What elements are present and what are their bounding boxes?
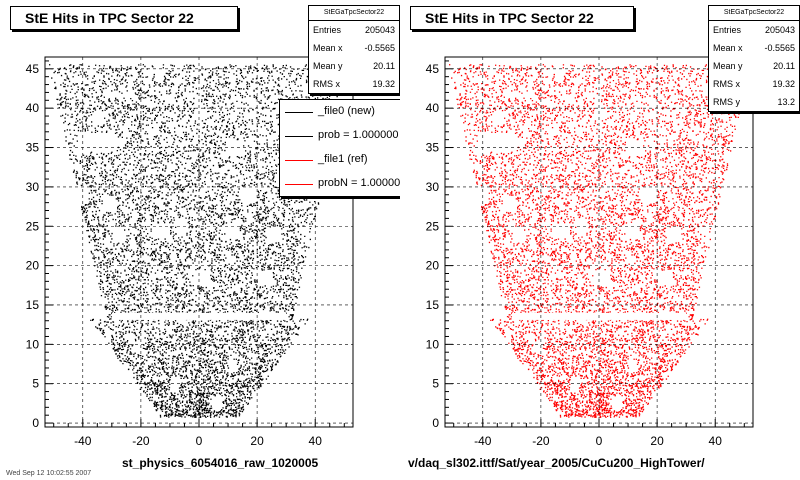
x-tick-label: 0 (196, 434, 203, 448)
y-tick-label: 45 (26, 62, 40, 76)
y-tick-label: 15 (26, 298, 40, 312)
y-tick-label: 25 (26, 219, 40, 233)
legend-label: _file1 (ref) (318, 153, 368, 165)
stats-value: 13.2 (777, 97, 795, 107)
stats-value: 205043 (364, 25, 395, 35)
x-tick-label: 40 (709, 434, 723, 448)
right-stats-name: StEGaTpcSector22 (709, 6, 799, 21)
right-stats-row: Entries 205043 (709, 21, 799, 39)
stats-value: -0.5565 (764, 43, 795, 53)
right-plot-title-text: StE Hits in TPC Sector 22 (425, 10, 594, 26)
timestamp-footer: Wed Sep 12 10:02:55 2007 (6, 470, 92, 477)
legend-entry: _file0 (new) (280, 100, 400, 124)
y-tick-label: 35 (426, 141, 440, 155)
x-tick-label: 0 (596, 434, 603, 448)
stats-label: Mean x (313, 43, 343, 53)
right-stats-row: Mean y 20.11 (709, 57, 799, 75)
left-plot-title-text: StE Hits in TPC Sector 22 (25, 10, 194, 26)
y-tick-label: 10 (426, 337, 440, 351)
y-tick-label: 35 (26, 141, 40, 155)
right-plot-title: StE Hits in TPC Sector 22 (410, 6, 634, 30)
y-tick-label: 5 (32, 377, 39, 391)
stats-value: 19.32 (772, 79, 795, 89)
stats-label: RMS y (713, 97, 740, 107)
x-tick-label: 20 (250, 434, 264, 448)
right-scatter-plot: -40 -20 0 20 40 0 5 10 15 20 25 30 35 40 45 (426, 56, 754, 448)
left-stats-row: Mean y 20.11 (309, 57, 399, 75)
x-tick-label: -20 (132, 434, 150, 448)
y-tick-label: 30 (426, 180, 440, 194)
left-plot-pad: -40 -20 0 20 40 0 5 10 15 20 25 30 35 40 45 StE Hits i… (10, 5, 400, 470)
x-tick-label: 20 (650, 434, 664, 448)
left-x-axis-name: st_physics_6054016_raw_1020005 (122, 456, 319, 470)
stats-label: Mean x (713, 43, 743, 53)
y-tick-label: 40 (426, 101, 440, 115)
stats-label: Entries (313, 25, 342, 35)
hit-points (449, 64, 750, 418)
legend-swatch (285, 112, 313, 113)
right-stats-box: StEGaTpcSector22 Entries 205043 Mean x -… (708, 5, 800, 112)
y-tick-label: 10 (26, 337, 40, 351)
legend-swatch (285, 136, 313, 137)
y-tick-label: 30 (26, 180, 40, 194)
legend-swatch (285, 160, 313, 161)
right-plot-pad: -40 -20 0 20 40 0 5 10 15 20 25 30 35 40 45 StE Hits i… (400, 0, 800, 480)
stats-label: RMS x (713, 79, 740, 89)
left-stats-row: Mean x -0.5565 (309, 39, 399, 57)
y-tick-label: 40 (26, 101, 40, 115)
x-tick-label: -40 (474, 434, 492, 448)
left-plot-title: StE Hits in TPC Sector 22 (10, 6, 238, 30)
legend-label: prob = 1.000000 (318, 129, 399, 141)
y-tick-label: 20 (426, 259, 440, 273)
x-tick-label: 40 (309, 434, 323, 448)
x-tick-label: -20 (532, 434, 550, 448)
legend-entry: _file1 (ref) (280, 148, 400, 172)
legend-swatch (285, 184, 313, 185)
legend-label: probN = 1.000000 (318, 177, 400, 189)
hit-points (49, 64, 350, 418)
left-stats-row: Entries 205043 (309, 21, 399, 39)
y-tick-label: 0 (32, 416, 39, 430)
stats-value: -0.5565 (364, 43, 395, 53)
x-tick-label: -40 (74, 434, 92, 448)
stats-label: Entries (713, 25, 742, 35)
y-tick-label: 15 (426, 298, 440, 312)
stats-label: RMS x (313, 79, 340, 89)
y-tick-label: 0 (432, 416, 439, 430)
y-tick-label: 45 (426, 62, 440, 76)
y-tick-label: 20 (26, 259, 40, 273)
y-tick-label: 5 (432, 377, 439, 391)
left-stats-box: StEGaTpcSector22 Entries 205043 Mean x -… (308, 5, 400, 94)
legend-label: _file0 (new) (318, 105, 375, 117)
stats-label: Mean y (313, 61, 343, 71)
stats-value: 20.11 (373, 61, 395, 71)
left-stats-name: StEGaTpcSector22 (309, 6, 399, 21)
legend-box: _file0 (new) prob = 1.000000 _file1 (ref… (279, 99, 400, 197)
stats-value: 20.11 (773, 61, 795, 71)
stats-value: 19.32 (372, 79, 395, 89)
right-x-axis-name: v/daq_sl302.ittf/Sat/year_2005/CuCu200_H… (408, 456, 705, 470)
stats-label: Mean y (713, 61, 743, 71)
legend-entry: probN = 1.000000 (280, 172, 400, 196)
right-stats-row: RMS y 13.2 (709, 93, 799, 111)
stats-value: 205043 (764, 25, 795, 35)
right-stats-row: RMS x 19.32 (709, 75, 799, 93)
left-stats-row: RMS x 19.32 (309, 75, 399, 93)
right-stats-row: Mean x -0.5565 (709, 39, 799, 57)
legend-entry: prob = 1.000000 (280, 124, 400, 148)
y-tick-label: 25 (426, 219, 440, 233)
